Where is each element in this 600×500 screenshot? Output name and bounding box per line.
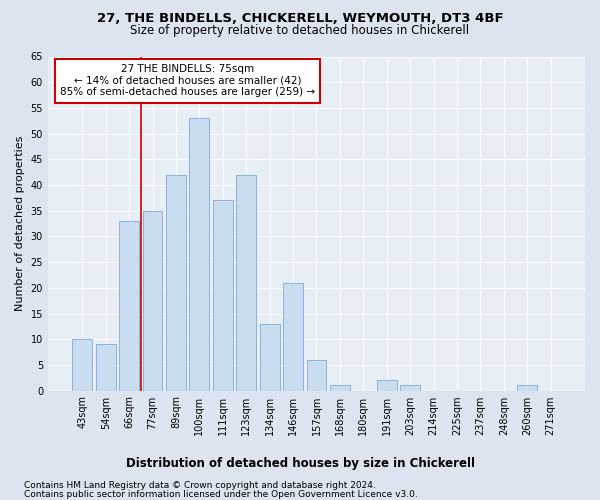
Bar [283,282,303,391]
Bar [517,386,537,390]
Text: Distribution of detached houses by size in Chickerell: Distribution of detached houses by size … [125,458,475,470]
Text: 27 THE BINDELLS: 75sqm
← 14% of detached houses are smaller (42)
85% of semi-det: 27 THE BINDELLS: 75sqm ← 14% of detached… [60,64,315,98]
Text: Contains HM Land Registry data © Crown copyright and database right 2024.: Contains HM Land Registry data © Crown c… [24,481,376,490]
Bar [307,360,326,390]
Bar [377,380,397,390]
Bar [260,324,280,390]
Text: Size of property relative to detached houses in Chickerell: Size of property relative to detached ho… [130,24,470,37]
Y-axis label: Number of detached properties: Number of detached properties [15,136,25,312]
Bar [400,386,420,390]
Bar [236,174,256,390]
Bar [213,200,233,390]
Bar [330,386,350,390]
Text: Contains public sector information licensed under the Open Government Licence v3: Contains public sector information licen… [24,490,418,499]
Text: 27, THE BINDELLS, CHICKERELL, WEYMOUTH, DT3 4BF: 27, THE BINDELLS, CHICKERELL, WEYMOUTH, … [97,12,503,26]
Bar [190,118,209,390]
Bar [96,344,116,391]
Bar [143,210,163,390]
Bar [166,174,186,390]
Bar [73,339,92,390]
Bar [119,221,139,390]
